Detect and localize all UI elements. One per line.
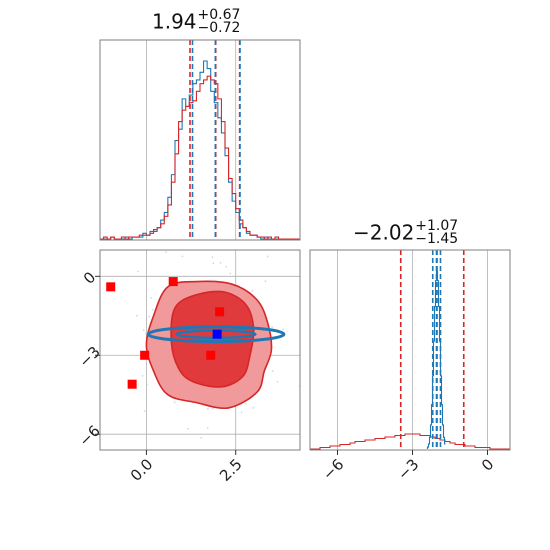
scatter-marker-5 xyxy=(127,379,137,389)
sample-dot xyxy=(137,270,139,273)
sample-dot xyxy=(136,314,138,317)
sample-dot xyxy=(266,255,269,258)
sample-dot xyxy=(145,332,147,335)
scatter-marker-0 xyxy=(106,282,116,292)
panel-2d-group xyxy=(106,230,300,439)
sample-dot xyxy=(240,237,242,239)
title-p0-plus: +0.67 xyxy=(197,6,241,23)
sample-dot xyxy=(206,407,209,410)
frame-p3 xyxy=(309,249,511,451)
p2-xtick-label-1: 2.5 xyxy=(216,455,246,485)
sample-dot xyxy=(151,309,154,311)
hist-p0-group xyxy=(100,40,300,240)
p2-ytick-label-0: 0 xyxy=(80,268,99,287)
title-p1-plus: +1.07 xyxy=(415,217,459,234)
frame-p2 xyxy=(99,249,301,451)
sample-dot xyxy=(271,326,274,328)
p3-xtick-label-0: −6 xyxy=(319,455,347,483)
scatter-marker-2 xyxy=(215,307,225,317)
sample-dot xyxy=(187,427,189,430)
sample-dot xyxy=(212,407,214,410)
sample-dot xyxy=(212,262,215,265)
sample-dot xyxy=(173,401,176,404)
hist-p1-group xyxy=(310,250,510,450)
title-p1-minus: −1.45 xyxy=(415,230,459,247)
title-p0-value: 1.94 xyxy=(152,9,197,34)
title-p0: 1.94 +0.67 −0.72 xyxy=(152,8,240,35)
sample-dot xyxy=(150,296,153,299)
sample-dot xyxy=(219,261,222,264)
blue-contour-outer xyxy=(146,325,286,344)
p3-xtick-label-1: −3 xyxy=(394,455,422,483)
sample-dot xyxy=(251,289,254,292)
title-p0-minus: −0.72 xyxy=(197,19,241,36)
p2-xtick-label-0: 0.0 xyxy=(127,455,157,485)
sample-dot xyxy=(242,230,244,232)
p3-xtick-label-2: 0 xyxy=(478,455,497,474)
sample-dot xyxy=(183,275,186,278)
sample-dot xyxy=(181,255,184,258)
scatter-marker-1 xyxy=(168,277,178,287)
sample-dot xyxy=(206,426,209,429)
sample-dot xyxy=(252,406,255,409)
sample-dot xyxy=(282,328,285,331)
sample-dot xyxy=(142,329,145,332)
sample-dot xyxy=(200,436,203,439)
sample-dot xyxy=(264,280,267,283)
hist-p0-red xyxy=(100,75,300,240)
scatter-marker-3 xyxy=(140,350,150,360)
scatter-marker-6 xyxy=(212,329,222,339)
scatter-marker-4 xyxy=(206,350,216,360)
sample-dot xyxy=(271,370,274,372)
hist-p1-red xyxy=(310,433,510,450)
sample-dot xyxy=(244,402,247,405)
contour-inner xyxy=(170,290,255,388)
sample-dot xyxy=(141,375,144,377)
title-p1: −2.02 +1.07 −1.45 xyxy=(353,219,458,246)
sample-dot xyxy=(229,272,232,275)
sample-dot xyxy=(146,383,148,386)
title-p1-value: −2.02 xyxy=(353,220,415,245)
sample-dot xyxy=(143,410,146,412)
sample-dot xyxy=(240,411,243,414)
sample-dot xyxy=(211,256,214,259)
sample-dot xyxy=(148,315,151,318)
sample-dot xyxy=(165,251,168,254)
frame-p0 xyxy=(99,39,301,241)
hist-p1-blue xyxy=(426,270,446,449)
sample-dot xyxy=(225,265,228,268)
sample-dot xyxy=(179,244,181,246)
sample-dot xyxy=(276,380,279,383)
